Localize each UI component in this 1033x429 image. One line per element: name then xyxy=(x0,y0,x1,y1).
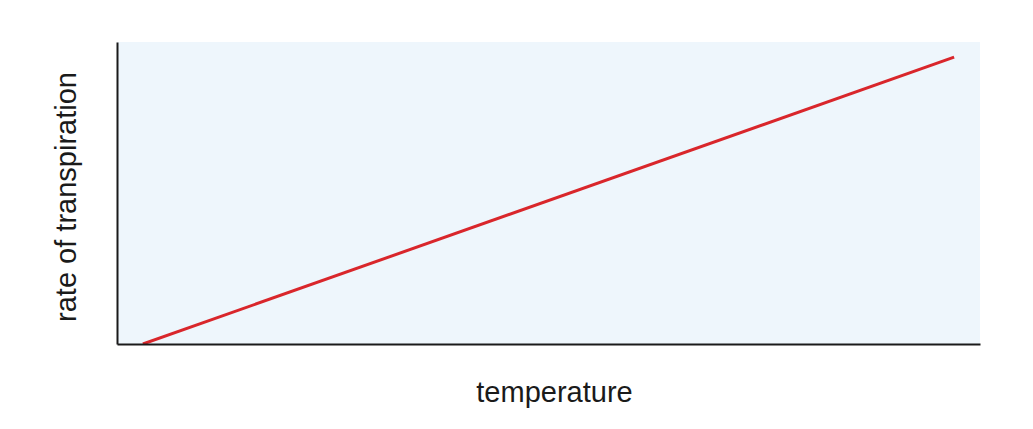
y-axis xyxy=(117,43,118,345)
plot xyxy=(117,42,981,345)
series-group xyxy=(143,57,954,344)
x-axis-title: temperature xyxy=(476,376,632,408)
x-axis-line xyxy=(118,344,981,346)
x-axis xyxy=(118,344,981,345)
chart: temperature rate of transpiration xyxy=(0,0,1033,429)
y-axis-title: rate of transpiration xyxy=(50,72,82,322)
plot-background xyxy=(117,42,980,344)
data-line xyxy=(143,57,954,344)
y-axis-line xyxy=(117,43,119,345)
